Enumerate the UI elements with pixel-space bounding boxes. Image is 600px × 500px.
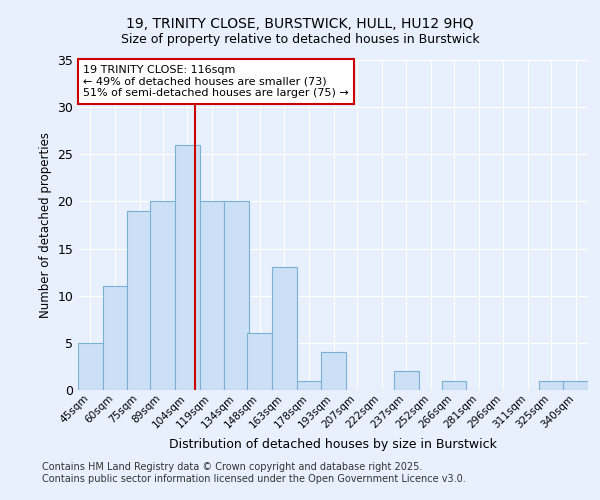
Bar xyxy=(151,202,175,390)
Bar xyxy=(247,334,272,390)
Bar xyxy=(394,371,419,390)
Text: 19, TRINITY CLOSE, BURSTWICK, HULL, HU12 9HQ: 19, TRINITY CLOSE, BURSTWICK, HULL, HU12… xyxy=(126,18,474,32)
Bar xyxy=(322,352,346,390)
Bar xyxy=(297,380,322,390)
Bar xyxy=(272,268,297,390)
Text: Contains public sector information licensed under the Open Government Licence v3: Contains public sector information licen… xyxy=(42,474,466,484)
Bar xyxy=(563,380,588,390)
Text: Size of property relative to detached houses in Burstwick: Size of property relative to detached ho… xyxy=(121,32,479,46)
Bar xyxy=(224,202,249,390)
Bar xyxy=(200,202,224,390)
X-axis label: Distribution of detached houses by size in Burstwick: Distribution of detached houses by size … xyxy=(169,438,497,451)
Bar xyxy=(175,145,200,390)
Bar xyxy=(442,380,466,390)
Bar xyxy=(103,286,127,390)
Bar xyxy=(127,211,152,390)
Bar xyxy=(78,343,103,390)
Y-axis label: Number of detached properties: Number of detached properties xyxy=(39,132,52,318)
Text: Contains HM Land Registry data © Crown copyright and database right 2025.: Contains HM Land Registry data © Crown c… xyxy=(42,462,422,472)
Text: 19 TRINITY CLOSE: 116sqm
← 49% of detached houses are smaller (73)
51% of semi-d: 19 TRINITY CLOSE: 116sqm ← 49% of detach… xyxy=(83,65,349,98)
Bar xyxy=(539,380,563,390)
